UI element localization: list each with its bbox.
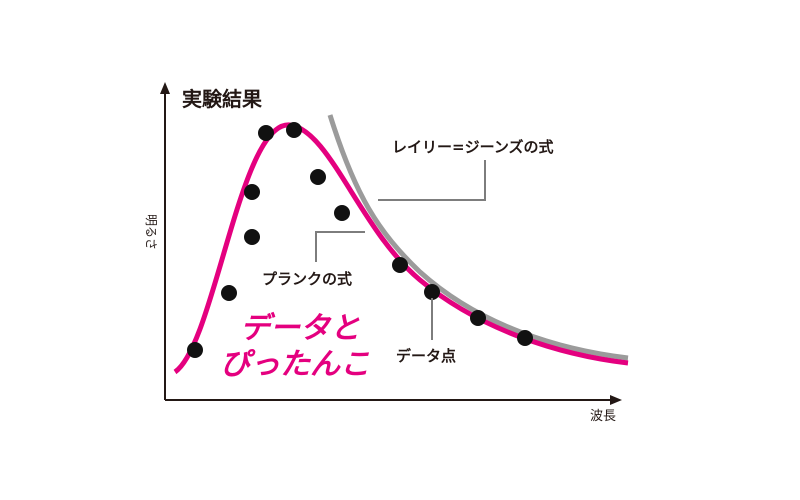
x-arrow [610,395,622,405]
data-point [187,342,203,358]
y-axis-label: 明るさ [144,214,158,250]
rayleigh-jeans-curve [327,114,629,361]
data-point [244,184,260,200]
x-axis-label: 波長 [590,409,616,424]
rayleigh-callout [378,160,486,201]
data-point [244,229,260,245]
data-point [470,310,486,326]
data-points [187,122,533,358]
callout-lines [315,160,486,340]
data-point [517,330,533,346]
data-point [286,122,302,138]
data-point [334,205,350,221]
data-point [258,125,274,141]
annotation-line: データと [240,311,360,346]
planck-curve [173,122,629,375]
planck-label: プランクの式 [262,270,352,288]
data-point [424,284,440,300]
axes [160,82,622,405]
title: 実験結果 [182,87,262,111]
data-label: データ点 [396,347,456,365]
data-point [310,169,326,185]
rayleigh-label: レイリー=ジーンズの式 [392,138,554,156]
data-point [221,285,237,301]
planck-callout [315,231,365,262]
y-arrow [160,82,170,94]
annotation-line: ぴったんこ [220,347,370,382]
data-point [392,257,408,273]
